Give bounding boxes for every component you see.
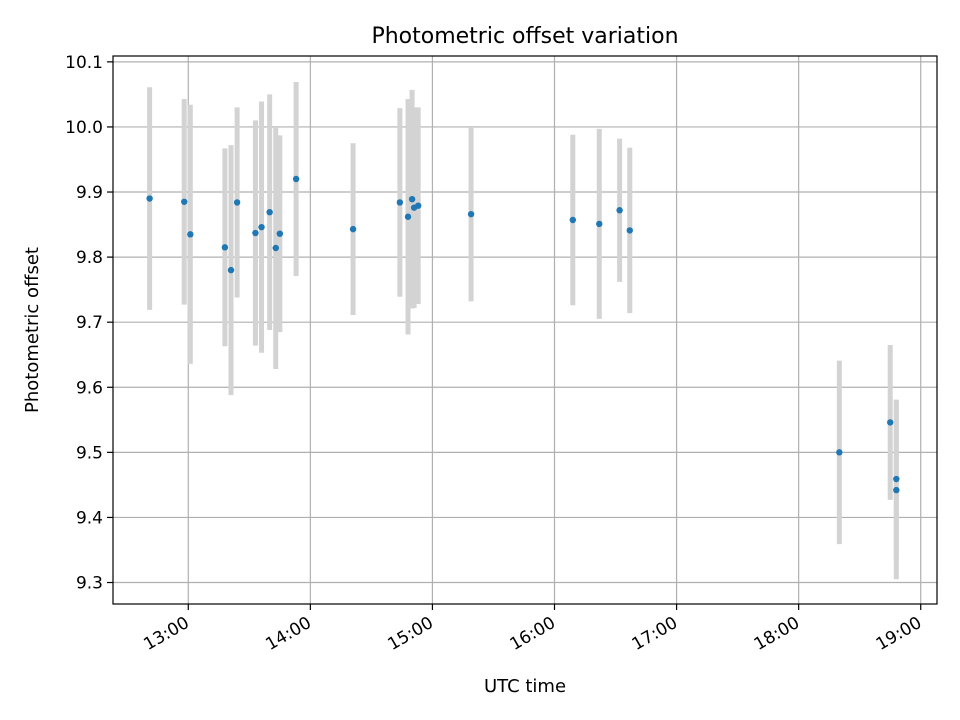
data-point <box>467 210 475 218</box>
data-points <box>146 175 900 494</box>
data-point <box>258 223 265 231</box>
data-point <box>227 266 235 274</box>
data-point <box>414 202 422 209</box>
data-point <box>596 220 603 228</box>
data-point <box>616 207 623 214</box>
y-tick-label: 9.5 <box>76 443 103 463</box>
data-point <box>408 195 416 203</box>
y-tick-label: 9.7 <box>76 313 103 333</box>
data-point <box>893 486 900 494</box>
chart-title: Photometric offset variation <box>371 24 678 49</box>
data-point <box>836 449 843 456</box>
data-point <box>276 230 284 237</box>
y-tick-label: 10.1 <box>65 53 103 73</box>
y-tick-label: 9.6 <box>76 378 103 398</box>
grid <box>113 56 937 604</box>
data-point <box>396 199 404 206</box>
y-tick-label: 9.3 <box>76 574 103 594</box>
y-tick-label: 9.4 <box>76 508 103 528</box>
y-tick-label: 9.8 <box>76 248 103 268</box>
plot-frame <box>112 55 938 605</box>
data-point <box>187 231 194 238</box>
data-point <box>146 195 153 202</box>
data-point <box>252 229 259 237</box>
y-axis-label: Photometric offset <box>22 247 43 413</box>
data-point <box>893 475 900 483</box>
y-axis-ticks: 9.3 9.4 9.5 9.6 9.7 9.8 9.9 10.0 10.1 <box>65 53 113 594</box>
x-axis-ticks: 13:00 14:00 15:00 16:00 17:00 18:00 19:00 <box>140 604 925 655</box>
data-point <box>404 213 412 220</box>
data-point <box>221 244 229 251</box>
data-point <box>181 198 188 205</box>
data-point <box>266 208 273 216</box>
data-point <box>349 225 357 233</box>
x-axis-label: UTC time <box>484 676 566 697</box>
data-point <box>887 419 894 426</box>
data-point <box>569 216 577 224</box>
data-point <box>233 199 241 206</box>
data-point <box>292 175 300 183</box>
data-point <box>626 227 633 234</box>
data-point <box>272 244 279 252</box>
y-tick-label: 10.0 <box>65 118 103 138</box>
y-tick-label: 9.9 <box>76 183 103 203</box>
